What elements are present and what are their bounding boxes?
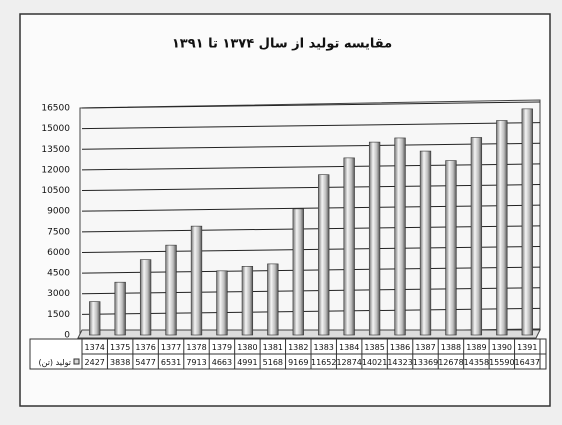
x-tick-label: 1375	[110, 343, 130, 352]
table-value: 11652	[311, 358, 336, 367]
bar	[496, 120, 508, 336]
x-tick-label: 1378	[186, 343, 206, 352]
table-value: 14323	[387, 358, 412, 367]
y-tick-label: 3000	[47, 289, 70, 299]
table-value: 3838	[110, 358, 130, 367]
table-value: 13369	[413, 358, 438, 367]
bar	[318, 174, 330, 336]
x-tick-label: 1377	[161, 343, 181, 352]
bar	[190, 225, 203, 336]
y-tick-label: 16500	[41, 104, 70, 114]
y-tick-label: 6000	[47, 248, 70, 258]
table-value: 7913	[186, 358, 206, 367]
y-tick-label: 13500	[41, 145, 70, 155]
bar	[343, 157, 355, 336]
grid-line	[81, 266, 541, 274]
table-value: 12678	[438, 358, 463, 367]
bar	[368, 141, 381, 336]
y-tick-label: 10500	[41, 186, 70, 196]
x-tick-label: 1379	[212, 343, 232, 352]
x-tick-label: 1376	[135, 343, 155, 352]
table-value: 5168	[263, 358, 283, 367]
x-tick-label: 1380	[237, 343, 257, 352]
grid-line	[81, 142, 541, 150]
bar	[241, 266, 254, 336]
y-tick-label: 7500	[47, 227, 70, 237]
grid-line	[81, 163, 541, 171]
x-tick-label: 1388	[441, 343, 461, 352]
bar	[139, 259, 152, 336]
x-tick-label: 1386	[390, 343, 410, 352]
table-value: 2427	[85, 358, 105, 367]
grid-line	[81, 101, 541, 109]
legend-label: تولید (تن)	[38, 358, 71, 367]
y-tick-label: 9000	[47, 207, 70, 217]
y-tick-label: 0	[64, 331, 70, 341]
bar	[445, 160, 457, 336]
grid-line	[81, 245, 541, 253]
table-value: 4663	[212, 358, 232, 367]
table-value: 14358	[464, 358, 489, 367]
table-value: 6531	[161, 358, 181, 367]
table-value: 14021	[362, 358, 387, 367]
x-tick-label: 1385	[364, 343, 384, 352]
bar	[419, 150, 432, 336]
grid-line	[81, 307, 541, 315]
y-tick-label: 4500	[47, 269, 70, 279]
table-value: 9169	[288, 358, 308, 367]
bar	[470, 137, 483, 336]
legend-swatch	[73, 358, 80, 365]
bar	[165, 244, 177, 336]
x-tick-label: 1389	[466, 343, 486, 352]
table-value: 5477	[135, 358, 155, 367]
y-tick-label: 15000	[41, 124, 70, 134]
y-tick-label: 1500	[47, 310, 70, 320]
bar	[394, 137, 406, 336]
table-value: 16437	[515, 358, 540, 367]
x-tick-label: 1391	[517, 343, 537, 352]
x-tick-label: 1383	[314, 343, 334, 352]
bar	[292, 208, 304, 336]
bar	[89, 301, 101, 336]
table-value: 15590	[489, 358, 514, 367]
table-value: 12874	[336, 358, 361, 367]
bar	[267, 263, 279, 336]
chart-title: مقایسه تولید از سال ۱۳۷۴ تا ۱۳۹۱	[172, 37, 392, 52]
grid-line	[81, 287, 541, 295]
x-tick-label: 1382	[288, 343, 308, 352]
grid-line	[81, 204, 541, 212]
table-value: 4991	[237, 358, 257, 367]
x-tick-label: 1381	[263, 343, 283, 352]
x-tick-label: 1387	[415, 343, 435, 352]
grid-line	[81, 122, 541, 130]
grid-line	[81, 184, 541, 192]
grid-line	[81, 225, 541, 233]
bar	[216, 270, 228, 336]
bar	[114, 281, 126, 336]
y-tick-label: 12000	[41, 165, 70, 175]
x-tick-label: 1374	[85, 343, 105, 352]
bar	[521, 108, 533, 336]
x-tick-label: 1384	[339, 343, 359, 352]
x-tick-label: 1390	[492, 343, 512, 352]
